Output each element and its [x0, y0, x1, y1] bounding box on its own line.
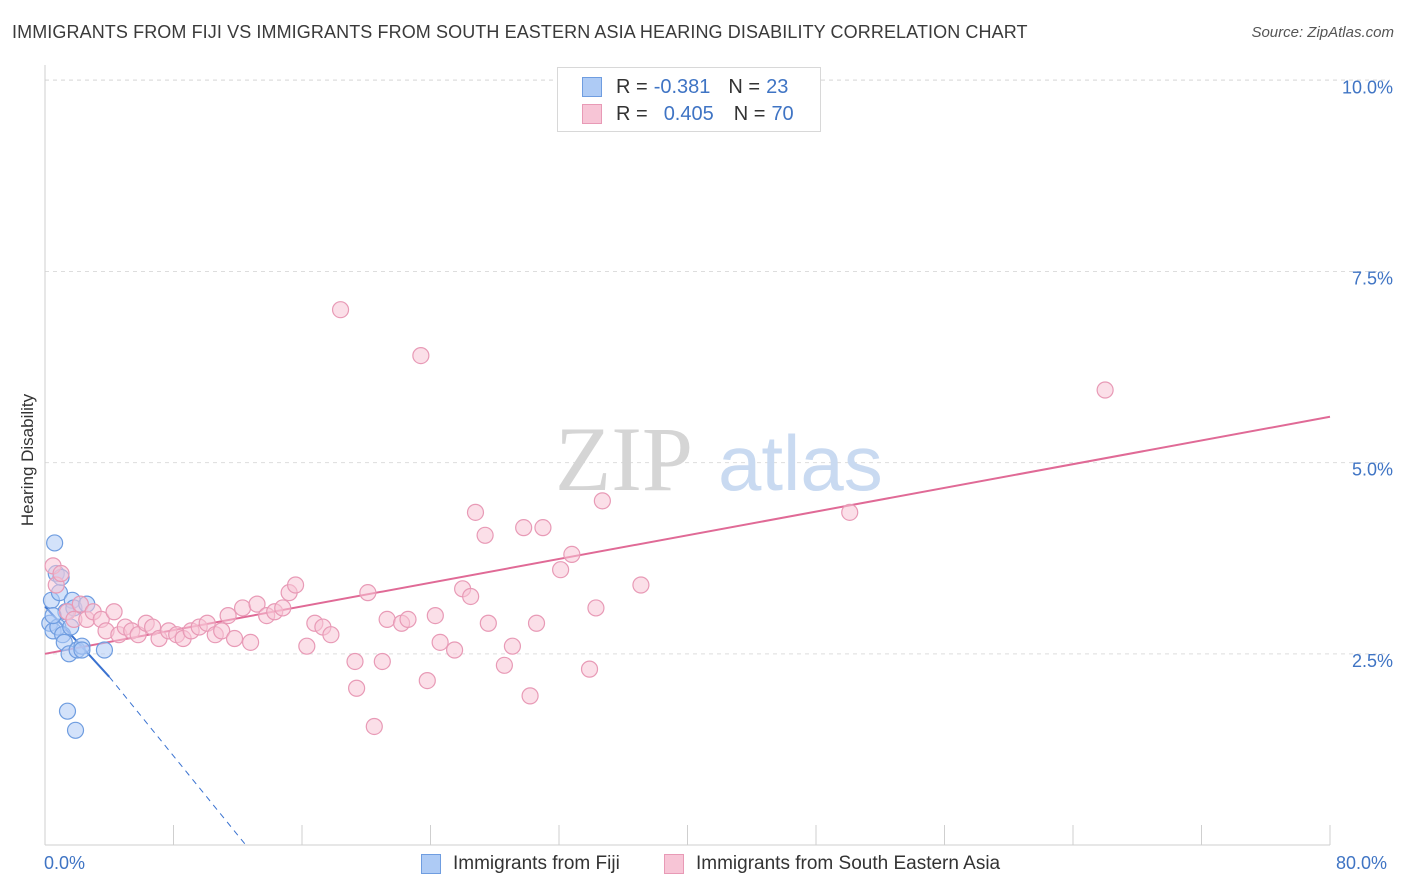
sea-point: [841, 503, 859, 521]
sea-point: [580, 660, 599, 678]
sea-point: [233, 599, 252, 617]
y-tick-label: 2.5%: [1352, 651, 1393, 671]
sea-point: [105, 603, 123, 621]
y-tick-label: 10.0%: [1342, 77, 1393, 97]
sea-point: [359, 584, 377, 602]
sea-point: [593, 492, 611, 510]
sea-point: [219, 606, 237, 625]
sea-point: [365, 717, 383, 736]
sea-point: [552, 561, 570, 579]
x-tick-label-max: 80.0%: [1336, 853, 1388, 873]
series-legend-sea: Immigrants from South Eastern Asia: [664, 851, 1000, 877]
sea-point: [445, 641, 464, 659]
sea-point: [495, 656, 513, 674]
sea-point: [503, 637, 522, 655]
sea-point: [426, 606, 444, 625]
sea-point: [466, 503, 485, 521]
source-credit: Source: ZipAtlas.com: [1251, 24, 1394, 41]
n-label: N =: [728, 75, 761, 98]
y-tick-label: 7.5%: [1352, 268, 1393, 288]
sea-point: [515, 519, 533, 537]
legend-row-sea: R = 0.405 N = 70: [582, 101, 794, 127]
sea-point: [479, 614, 497, 632]
fiji-point: [66, 721, 85, 739]
fiji-point: [58, 702, 77, 720]
n-value-sea: 70: [771, 102, 794, 125]
sea-point: [213, 622, 231, 640]
sea-point: [1096, 381, 1114, 399]
sea-point: [348, 679, 366, 697]
fiji-trend-extension: [108, 676, 247, 846]
r-label: R =: [616, 102, 648, 125]
sea-point: [418, 671, 436, 690]
fiji-point: [95, 641, 114, 659]
n-value-fiji: 23: [766, 75, 789, 98]
n-label: N =: [733, 102, 766, 125]
sea-point: [373, 652, 391, 671]
series-legend-fiji: Immigrants from Fiji: [421, 851, 620, 877]
fiji-point: [73, 641, 91, 659]
fiji-legend-swatch: [421, 854, 441, 874]
watermark-zip: ZIP: [555, 408, 693, 510]
sea-point: [563, 545, 581, 564]
sea-point: [346, 652, 364, 671]
y-tick-label: 5.0%: [1352, 460, 1393, 480]
sea-point: [476, 526, 494, 544]
fiji-legend-label: Immigrants from Fiji: [453, 853, 620, 874]
r-label: R =: [616, 75, 648, 98]
sea-point: [242, 633, 260, 651]
sea-point: [462, 587, 480, 606]
axis-layer: [44, 65, 1331, 846]
sea-point: [521, 687, 539, 705]
sea-swatch: [582, 104, 602, 124]
sea-legend-label: Immigrants from South Eastern Asia: [696, 853, 1001, 874]
sea-point: [632, 576, 650, 594]
sea-point: [527, 614, 546, 632]
sea-point: [248, 595, 266, 613]
grid-layer: [45, 79, 1390, 655]
sea-point: [431, 633, 449, 651]
sea-point: [412, 346, 430, 365]
fiji-point: [44, 606, 62, 625]
sea-point: [71, 595, 89, 613]
sea-point: [378, 610, 396, 629]
stats-legend: R = -0.381 N = 23 R = 0.405 N = 70: [557, 67, 821, 132]
sea-point: [587, 599, 605, 617]
watermark: ZIP atlas: [555, 408, 883, 510]
r-value-fiji: -0.381: [653, 75, 711, 98]
sea-legend-swatch: [664, 854, 684, 874]
chart-title: IMMIGRANTS FROM FIJI VS IMMIGRANTS FROM …: [12, 22, 1028, 42]
sea-point: [52, 564, 70, 583]
sea-point: [534, 519, 552, 537]
sea-point: [286, 576, 305, 594]
fiji-point: [46, 534, 64, 552]
watermark-atlas: atlas: [718, 419, 883, 507]
legend-row-fiji: R = -0.381 N = 23: [582, 74, 788, 100]
sea-point: [399, 610, 417, 629]
sea-point: [225, 629, 244, 648]
sea-point: [331, 301, 350, 319]
sea-point: [274, 599, 292, 617]
sea-point: [298, 637, 316, 655]
r-value-sea: 0.405: [663, 102, 714, 125]
sea-point: [322, 626, 340, 644]
fiji-swatch: [582, 77, 602, 97]
tick-label-layer: 2.5% 5.0% 7.5% 10.0%: [1342, 77, 1393, 671]
x-tick-label-min: 0.0%: [44, 853, 86, 873]
